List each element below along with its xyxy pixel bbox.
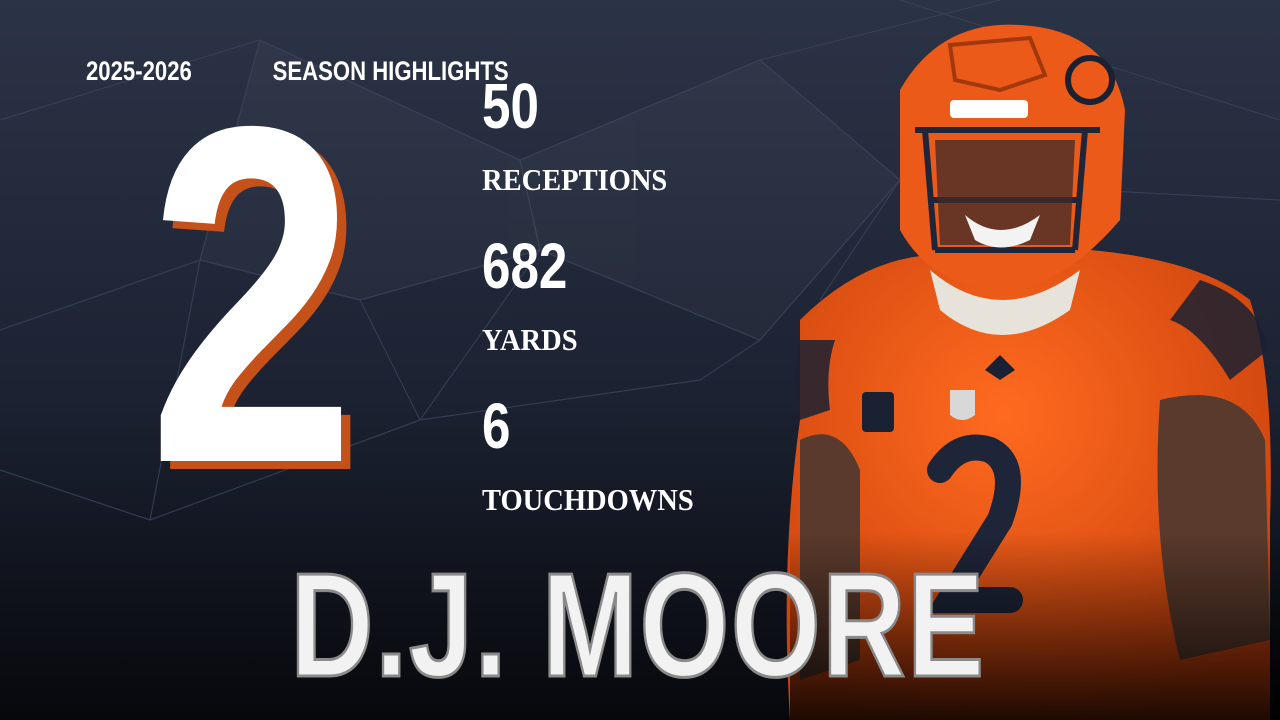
season: 2025-2026 (86, 57, 192, 87)
jersey-number-shadow: 2 (157, 35, 365, 571)
helmet-badge (950, 100, 1028, 118)
player-figure (786, 24, 1280, 720)
stat-value: 50 (482, 72, 539, 143)
figure-fade (790, 250, 1280, 720)
player-name: D.J. MOORE (290, 543, 985, 708)
header-title: SEASON HIGHLIGHTS (273, 57, 509, 87)
facemask (915, 127, 1100, 253)
facets (0, 0, 1280, 521)
stats-list: 50 RECEPTIONS 682 YARDS 6 TOUCHDOWNS (482, 72, 694, 518)
helmet-logo (1065, 55, 1115, 105)
stat-label: RECEPTIONS (482, 163, 667, 197)
jersey-number-group: 2 2 (148, 27, 366, 571)
stat-label: YARDS (482, 323, 578, 357)
jersey-number: 2 (148, 27, 356, 563)
helmet-panel (947, 35, 1048, 93)
stat-label: TOUCHDOWNS (482, 483, 694, 517)
mouth (965, 215, 1040, 248)
stat-value: 6 (482, 392, 510, 463)
face (935, 140, 1075, 245)
stat-value: 682 (482, 232, 567, 303)
